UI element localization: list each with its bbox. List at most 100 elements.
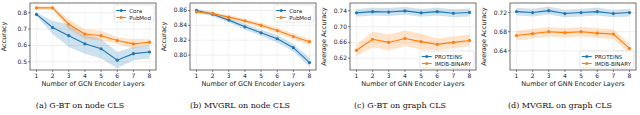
point <box>35 13 38 16</box>
point <box>563 12 566 15</box>
point <box>468 11 471 14</box>
point <box>276 29 279 32</box>
point <box>195 10 198 13</box>
axes-frame <box>510 3 636 70</box>
tick-label: 7 <box>131 72 135 79</box>
tick-label: 6 <box>435 72 439 79</box>
tick-label: 2 <box>371 72 375 79</box>
series-line <box>356 38 469 50</box>
legend: CoraPubMed <box>114 5 154 22</box>
tick-label: 0.8 <box>17 9 27 16</box>
tick-label: 8 <box>468 72 472 79</box>
point <box>515 34 518 37</box>
legend-box <box>274 5 314 22</box>
point <box>211 12 214 15</box>
point <box>132 42 135 45</box>
legend-box <box>420 51 474 68</box>
x-label: Number of GNN Encoder Layers <box>521 80 625 88</box>
legend-swatch <box>116 17 126 18</box>
legend: PROTEINSIMDB-BINARY <box>420 51 474 68</box>
point <box>531 11 534 14</box>
panel: 0.640.680.7212345678Number of GNN Encode… <box>480 3 636 110</box>
axes-frame <box>30 3 156 70</box>
tick-label: 0.7 <box>17 25 27 32</box>
tick-label: 0.82 <box>174 36 188 43</box>
legend-swatch <box>422 63 432 64</box>
point <box>355 49 358 52</box>
point <box>227 16 230 19</box>
grid-line <box>350 26 476 27</box>
tick-label: 0.68 <box>494 28 508 35</box>
point <box>51 6 54 9</box>
point <box>515 10 518 13</box>
error-band <box>516 7 629 18</box>
axes-frame <box>350 3 476 70</box>
point <box>243 19 246 22</box>
legend-marker <box>120 9 123 12</box>
point <box>596 32 599 35</box>
legend-marker <box>425 55 428 58</box>
tick-label: 7 <box>291 72 295 79</box>
legend-label: PubMed <box>289 15 311 21</box>
point <box>51 26 54 29</box>
point <box>419 11 422 14</box>
legend-marker <box>425 62 428 65</box>
caption: (c) G-BT on graph CLS <box>354 101 446 110</box>
error-band <box>36 6 149 48</box>
point <box>243 25 246 28</box>
legend-label: IMDB-BINARY <box>435 61 472 67</box>
grid-line <box>228 3 229 70</box>
tick-label: 0.70 <box>334 23 348 30</box>
legend-swatch <box>116 10 126 11</box>
tick-label: 0.6 <box>17 41 27 48</box>
point <box>628 47 631 50</box>
point <box>99 47 102 50</box>
tick-label: 5 <box>99 72 103 79</box>
point <box>387 10 390 13</box>
tick-label: 3 <box>67 72 71 79</box>
legend-swatch <box>276 10 286 11</box>
point <box>148 41 151 44</box>
plot-data <box>515 7 631 53</box>
legend-label: PROTEINS <box>595 54 623 60</box>
legend: PROTEINSIMDB-BINARY <box>580 51 634 68</box>
legend-swatch <box>422 56 432 57</box>
point <box>547 9 550 12</box>
point <box>308 40 311 43</box>
series-line <box>516 32 629 49</box>
legend-box <box>580 51 634 68</box>
tick-label: 0.80 <box>174 51 188 58</box>
point <box>371 10 374 13</box>
error-band <box>356 7 469 17</box>
legend-marker <box>120 16 123 19</box>
series-line <box>36 8 149 44</box>
y-label: Average Accuracy <box>320 7 328 66</box>
point <box>371 38 374 41</box>
tick-label: 5 <box>259 72 263 79</box>
tick-label: 6 <box>595 72 599 79</box>
point <box>276 37 279 40</box>
point <box>308 61 311 64</box>
point <box>563 31 566 34</box>
tick-label: 0.66 <box>334 38 348 45</box>
legend-label: PubMed <box>129 15 151 21</box>
tick-label: 3 <box>547 72 551 79</box>
grid-line <box>30 61 156 62</box>
point <box>612 12 615 15</box>
tick-label: 3 <box>387 72 391 79</box>
tick-label: 3 <box>227 72 231 79</box>
legend-swatch <box>582 56 592 57</box>
tick-label: 6 <box>275 72 279 79</box>
tick-label: 1 <box>195 72 199 79</box>
point <box>468 39 471 42</box>
caption: (d) MVGRL on graph CLS <box>508 101 612 110</box>
figure: 0.50.60.70.812345678Number of GCN Encode… <box>0 0 640 115</box>
point <box>259 31 262 34</box>
point <box>35 6 38 9</box>
legend-box <box>114 5 154 22</box>
tick-label: 8 <box>308 72 312 79</box>
tick-label: 1 <box>515 72 519 79</box>
tick-label: 1 <box>355 72 359 79</box>
point <box>579 11 582 14</box>
y-label: Average Accuracy <box>480 7 488 66</box>
